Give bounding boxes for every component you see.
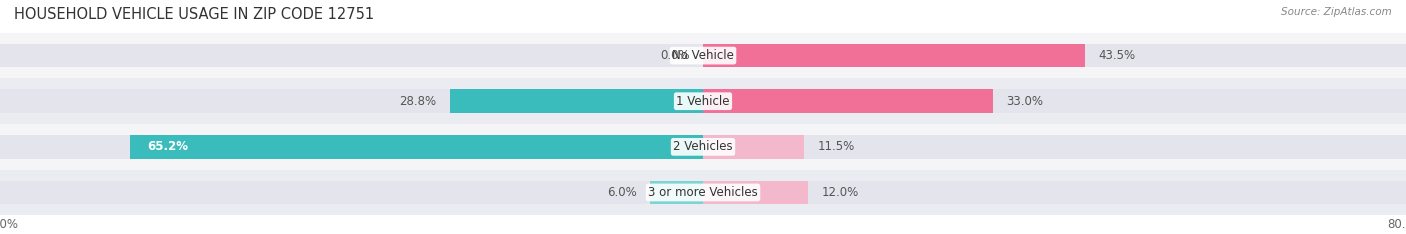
Bar xyxy=(0,124,1406,170)
Bar xyxy=(129,135,703,159)
Bar xyxy=(703,181,808,204)
Text: 0.0%: 0.0% xyxy=(661,49,690,62)
Bar xyxy=(703,89,993,113)
Bar xyxy=(650,181,703,204)
Bar xyxy=(0,78,1406,124)
Text: HOUSEHOLD VEHICLE USAGE IN ZIP CODE 12751: HOUSEHOLD VEHICLE USAGE IN ZIP CODE 1275… xyxy=(14,7,374,22)
Bar xyxy=(0,44,1406,67)
Bar xyxy=(0,181,1406,204)
Bar xyxy=(0,89,1406,113)
Bar xyxy=(450,89,703,113)
Bar xyxy=(703,135,804,159)
Text: 3 or more Vehicles: 3 or more Vehicles xyxy=(648,186,758,199)
Bar xyxy=(0,135,1406,159)
Bar xyxy=(0,170,1406,215)
Text: 2 Vehicles: 2 Vehicles xyxy=(673,140,733,153)
Bar xyxy=(703,44,1085,67)
Text: Source: ZipAtlas.com: Source: ZipAtlas.com xyxy=(1281,7,1392,17)
Text: 1 Vehicle: 1 Vehicle xyxy=(676,95,730,108)
Text: 28.8%: 28.8% xyxy=(399,95,437,108)
Text: No Vehicle: No Vehicle xyxy=(672,49,734,62)
Bar xyxy=(0,33,1406,78)
Text: 6.0%: 6.0% xyxy=(607,186,637,199)
Text: 33.0%: 33.0% xyxy=(1007,95,1043,108)
Text: 65.2%: 65.2% xyxy=(148,140,188,153)
Text: 11.5%: 11.5% xyxy=(817,140,855,153)
Text: 43.5%: 43.5% xyxy=(1098,49,1136,62)
Text: 12.0%: 12.0% xyxy=(821,186,859,199)
